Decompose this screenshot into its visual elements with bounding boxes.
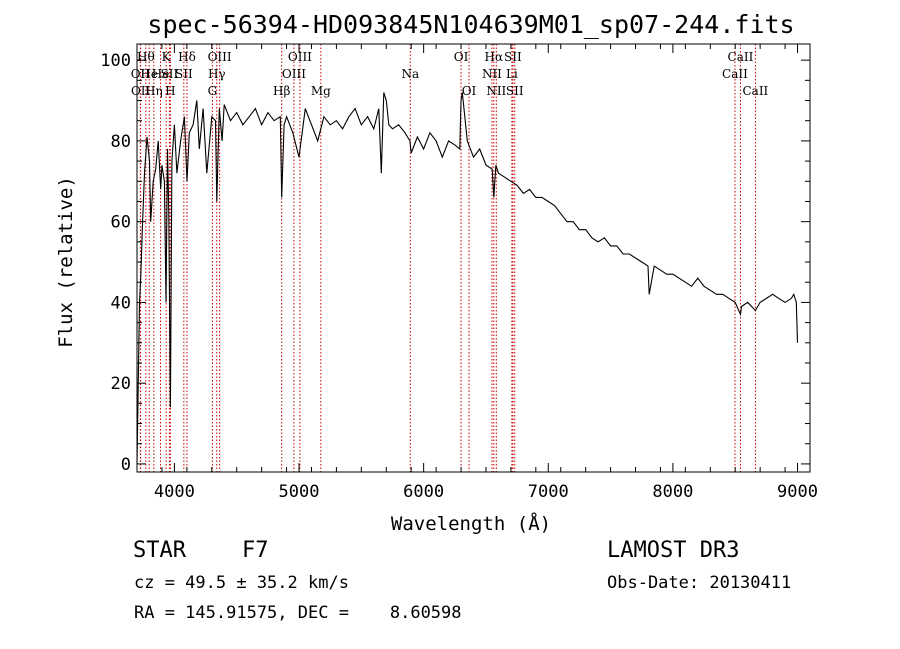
object-class: STAR (133, 538, 186, 563)
y-tick-label: 100 (100, 51, 131, 71)
spectral-line-label: SII (506, 84, 524, 98)
spectral-line-label: Hα (485, 50, 504, 64)
spectral-line-label: SII (175, 67, 193, 81)
x-tick-label: 9000 (777, 482, 818, 502)
x-tick-label: 7000 (528, 482, 569, 502)
spectral-line-label: He (140, 67, 158, 81)
spectral-line-label: G (208, 84, 218, 98)
spectral-line-label: Hγ (208, 67, 226, 81)
y-axis-label: Flux (relative) (55, 176, 77, 348)
spectral-line-label: OIII (282, 67, 306, 81)
spectral-line-label: NII (486, 84, 506, 98)
spectral-line-label: Hδ (178, 50, 196, 64)
spectral-line-label: OII (131, 67, 151, 81)
spectral-line-label: SII (161, 67, 179, 81)
survey-name: LAMOST DR3 (607, 538, 740, 563)
y-tick-label: 0 (121, 455, 131, 475)
y-tick-label: 80 (111, 132, 131, 152)
spectral-line-label: K (162, 50, 172, 64)
spectral-lines-layer (139, 44, 756, 472)
spectral-line-label: Hβ (273, 84, 290, 98)
spectral-line-label: Hθ (137, 50, 155, 64)
spectral-line-label: OIII (288, 50, 312, 64)
spectral-line-label: CaII (722, 67, 748, 81)
coordinates: RA = 145.91575, DEC = 8.60598 (134, 603, 462, 623)
spectral-line-label: Li (506, 67, 518, 81)
chart-title: spec-56394-HD093845N104639M01_sp07-244.f… (147, 10, 794, 39)
x-tick-label: 5000 (279, 482, 320, 502)
spectral-line-label: OIII (208, 50, 232, 64)
spectral-line-label: OI (454, 50, 469, 64)
y-tick-label: 40 (111, 293, 131, 313)
observation-date: Obs-Date: 20130411 (607, 573, 792, 593)
y-tick-label: 20 (111, 374, 131, 394)
x-tick-label: 6000 (403, 482, 444, 502)
spectral-line-label: Hη (145, 84, 163, 98)
spectral-line-label: He (152, 67, 170, 81)
spectrum-line (136, 92, 799, 464)
spectral-line-label: CaII (728, 50, 754, 64)
spectral-line-label: Mg (311, 84, 331, 98)
spectral-line-label: Na (401, 67, 419, 81)
axes: 4000 5000 6000 7000 8000 9000 0 20 40 60 80 100 (100, 44, 818, 502)
spectral-line-label: OI (462, 84, 477, 98)
y-tick-label: 60 (111, 213, 131, 233)
redshift-velocity: cz = 49.5 ± 35.2 km/s (134, 573, 349, 593)
spectral-line-label: OII (131, 84, 151, 98)
spectrum-chart: spec-56394-HD093845N104639M01_sp07-244.f… (55, 10, 818, 535)
x-tick-label: 4000 (154, 482, 195, 502)
spectral-line-label: NII (482, 67, 502, 81)
spectral-line-label: H (165, 84, 175, 98)
spectral-subclass: F7 (242, 538, 269, 563)
x-axis-label: Wavelength (Å) (391, 512, 551, 535)
plot-frame (136, 43, 811, 473)
x-tick-label: 8000 (652, 482, 693, 502)
spectral-line-label: CaII (742, 84, 768, 98)
spectral-line-label: SII (504, 50, 522, 64)
